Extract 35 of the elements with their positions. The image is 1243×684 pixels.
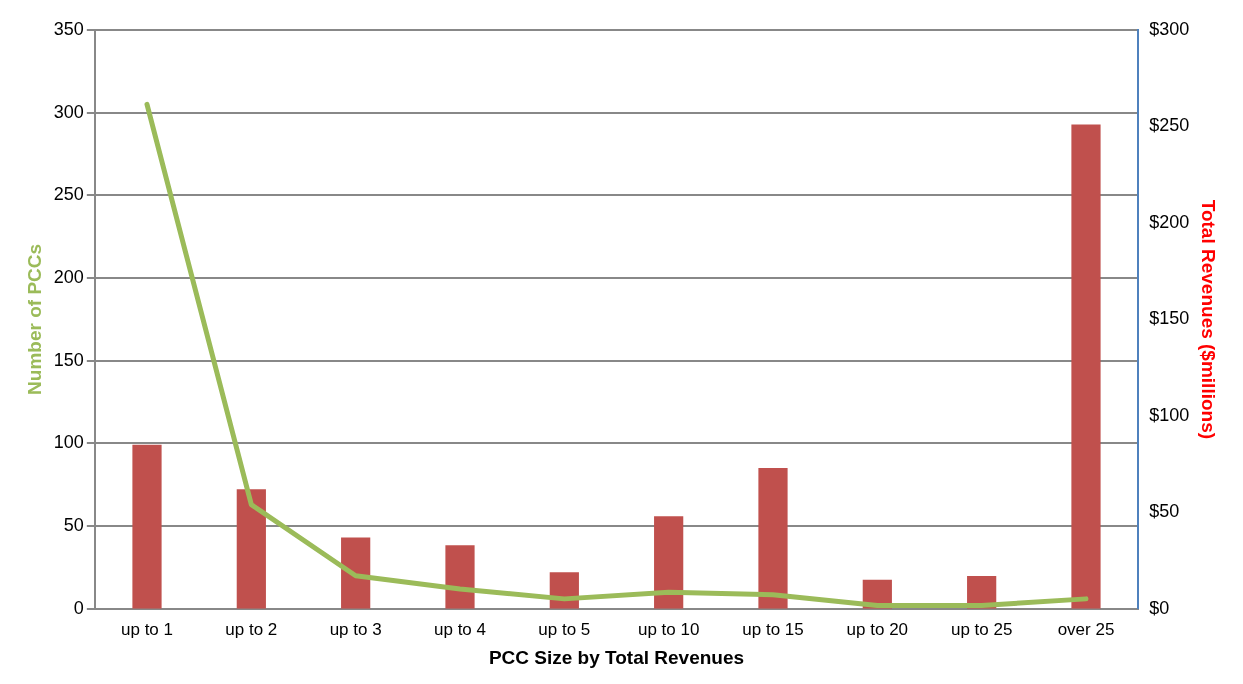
y2-tick-label: $300 — [1149, 18, 1190, 39]
x-axis-title: PCC Size by Total Revenues — [488, 646, 745, 668]
x-tick-label: up to 3 — [329, 619, 382, 639]
y2-tick-label: $50 — [1149, 501, 1180, 522]
x-tick-label: up to 5 — [538, 619, 591, 639]
y-axis-title: Number of PCCs — [23, 243, 45, 395]
bar — [758, 467, 788, 609]
bar — [236, 489, 266, 609]
y2-axis-title: Total Revenues ($millions) — [1198, 199, 1220, 440]
y-tick-label: 300 — [53, 101, 84, 122]
x-tick-label: up to 10 — [637, 619, 700, 639]
x-tick-label: up to 1 — [121, 619, 173, 639]
x-tick-label: up to 2 — [225, 619, 278, 639]
bar — [132, 444, 162, 609]
y-tick-label: 0 — [73, 597, 84, 618]
y-tick-label: 150 — [53, 349, 84, 370]
x-tick-label: over 25 — [1057, 619, 1115, 639]
x-tick-label: up to 20 — [846, 619, 909, 639]
y-tick-label: 100 — [53, 432, 84, 453]
y-tick-label: 50 — [63, 515, 84, 536]
x-tick-label: up to 15 — [742, 619, 804, 639]
y-tick-label: 250 — [53, 184, 84, 205]
bar — [445, 545, 475, 609]
bar — [341, 537, 371, 609]
bar — [1071, 124, 1101, 609]
y-tick-label: 200 — [53, 267, 84, 288]
y2-tick-label: $200 — [1149, 211, 1190, 232]
x-tick-label: up to 4 — [434, 619, 486, 639]
y2-tick-label: $100 — [1149, 404, 1190, 425]
y-tick-label: 350 — [53, 18, 84, 39]
y2-tick-label: $250 — [1149, 115, 1190, 136]
y2-tick-label: $0 — [1149, 597, 1170, 618]
y2-tick-label: $150 — [1149, 308, 1190, 329]
x-tick-label: up to 25 — [950, 619, 1013, 639]
bar — [654, 516, 684, 609]
